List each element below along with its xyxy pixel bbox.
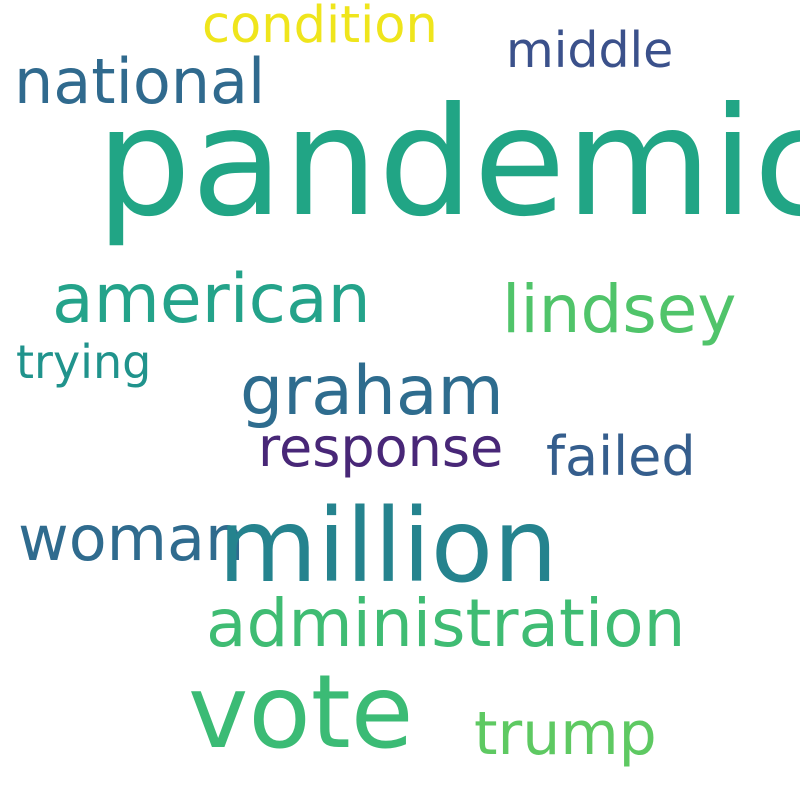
word-vote: vote — [188, 653, 414, 772]
word-pandemic: pandemic — [96, 76, 800, 250]
word-trying: trying — [16, 335, 152, 389]
word-failed: failed — [546, 425, 696, 488]
word-graham: graham — [240, 352, 504, 431]
word-million: million — [218, 487, 558, 606]
word-american: american — [52, 260, 371, 339]
word-lindsey: lindsey — [502, 271, 737, 348]
word-administration: administration — [206, 585, 686, 662]
word-condition: condition — [202, 0, 438, 55]
word-national: national — [14, 45, 266, 118]
word-middle: middle — [506, 22, 674, 79]
word-woman: woman — [18, 502, 245, 575]
word-trump: trump — [474, 699, 657, 769]
word-response: response — [258, 416, 504, 479]
